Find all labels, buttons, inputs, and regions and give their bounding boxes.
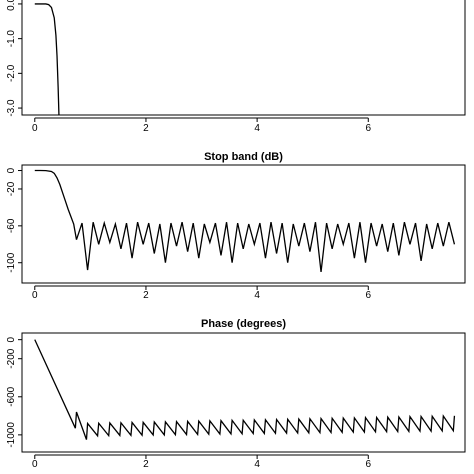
y-tick-label: -2.0 xyxy=(6,64,17,82)
plot-box xyxy=(21,164,466,284)
y-tick-label: -1.0 xyxy=(6,30,17,48)
x-tick-label: 6 xyxy=(366,459,372,470)
x-tick-label: 2 xyxy=(143,290,149,301)
x-tick-label: 0 xyxy=(32,459,38,470)
y-tick-label: -100 xyxy=(6,252,17,272)
plot-box xyxy=(21,0,466,116)
x-tick-label: 4 xyxy=(254,290,260,301)
x-tick-label: 0 xyxy=(32,123,38,134)
y-tick-label: -1000 xyxy=(6,422,17,448)
x-tick-label: 0 xyxy=(32,290,38,301)
x-tick-label: 6 xyxy=(366,290,372,301)
y-tick-label: -200 xyxy=(6,348,17,368)
plot-box xyxy=(21,332,466,453)
x-tick-label: 4 xyxy=(254,123,260,134)
data-line xyxy=(34,3,60,115)
data-line xyxy=(34,339,456,440)
y-tick-label: -20 xyxy=(6,181,17,196)
data-line xyxy=(34,169,456,273)
panel-title: Stop band (dB) xyxy=(204,151,283,163)
panel-title: Phase (degrees) xyxy=(201,318,286,330)
y-tick-label: -600 xyxy=(6,386,17,406)
y-tick-label: -3.0 xyxy=(6,99,17,117)
x-tick-label: 6 xyxy=(366,123,372,134)
x-tick-label: 2 xyxy=(143,459,149,470)
x-tick-label: 4 xyxy=(254,459,260,470)
y-tick-label: 0 xyxy=(6,167,17,173)
y-tick-label: -60 xyxy=(6,218,17,233)
y-tick-label: 0.0 xyxy=(6,0,17,11)
x-tick-label: 2 xyxy=(143,123,149,134)
y-tick-label: 0 xyxy=(6,336,17,342)
